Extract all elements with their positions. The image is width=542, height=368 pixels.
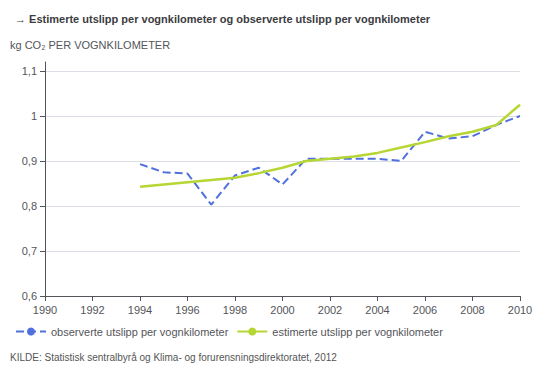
svg-text:1998: 1998 (223, 304, 247, 316)
svg-text:0,7: 0,7 (22, 245, 37, 257)
svg-text:1990: 1990 (33, 304, 57, 316)
svg-text:KILDE: Statistisk sentralbyrå: KILDE: Statistisk sentralbyrå og Klima- … (10, 352, 337, 363)
svg-text:1: 1 (31, 110, 37, 122)
svg-text:2008: 2008 (460, 304, 484, 316)
svg-text:2010: 2010 (508, 304, 532, 316)
svg-text:2002: 2002 (318, 304, 342, 316)
svg-text:2004: 2004 (365, 304, 389, 316)
svg-text:→ Estimerte utslipp per vognki: → Estimerte utslipp per vognkilometer og… (15, 13, 431, 25)
svg-text:observerte utslipp per vognkil: observerte utslipp per vognkilometer (51, 326, 229, 338)
svg-text:estimerte utslipp per vognkilo: estimerte utslipp per vognkilometer (272, 326, 443, 338)
svg-text:kg CO₂ PER VOGNKILOMETER: kg CO₂ PER VOGNKILOMETER (10, 39, 170, 51)
svg-text:0,8: 0,8 (22, 200, 37, 212)
svg-text:1992: 1992 (80, 304, 104, 316)
svg-text:0,6: 0,6 (22, 290, 37, 302)
svg-text:2000: 2000 (270, 304, 294, 316)
svg-text:2006: 2006 (413, 304, 437, 316)
svg-text:1996: 1996 (175, 304, 199, 316)
svg-text:1994: 1994 (128, 304, 152, 316)
svg-text:1,1: 1,1 (22, 65, 37, 77)
svg-text:0,9: 0,9 (22, 155, 37, 167)
